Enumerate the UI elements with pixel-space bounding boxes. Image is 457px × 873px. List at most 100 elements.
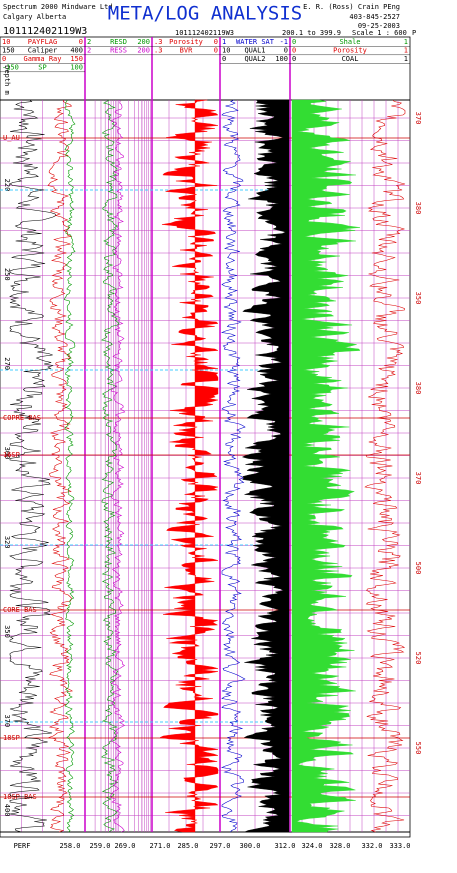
scale-left: 2 xyxy=(87,38,91,46)
porosity xyxy=(159,99,219,833)
right-depth-label: 350 xyxy=(414,292,422,305)
curve-name: BVR xyxy=(180,47,193,55)
marker-label: CORE BAS xyxy=(3,606,37,614)
footer-label: 333.0 xyxy=(389,842,410,850)
scale-left: 0 xyxy=(222,55,226,63)
right-depth-label: 520 xyxy=(414,652,422,665)
sp xyxy=(63,99,76,833)
footer-label: 297.0 xyxy=(209,842,230,850)
frame xyxy=(0,36,411,838)
scale-left: -150 xyxy=(2,64,19,72)
curve-name: WATER SAT xyxy=(236,38,275,46)
scale-left: 0 xyxy=(292,47,296,55)
well-id-center: 101112402119W3 xyxy=(175,29,234,37)
ress xyxy=(110,99,126,833)
caliper xyxy=(47,99,74,833)
date: 09-25-2003 xyxy=(358,22,400,30)
city: Calgary Alberta xyxy=(3,13,66,21)
interval: 200.1 to 399.9 xyxy=(282,29,341,37)
author: E. R. (Ross) Crain PEng xyxy=(303,3,400,11)
curve-name: RESS xyxy=(110,47,127,55)
curve-name: COAL xyxy=(342,55,359,63)
marker-label: 16SP xyxy=(3,451,20,459)
scale-right: 200 xyxy=(137,38,150,46)
depth-label: 220 xyxy=(3,179,11,192)
scale-right: 0 xyxy=(214,47,218,55)
phone: 403-845-2527 xyxy=(349,13,400,21)
scale-right: 100 xyxy=(70,64,83,72)
resd xyxy=(100,99,120,833)
depth-label: 250 xyxy=(3,268,11,281)
depth-label: 300 xyxy=(3,447,11,460)
shale xyxy=(291,99,361,833)
scale-left: .3 xyxy=(154,38,162,46)
scale: Scale 1 : 600 xyxy=(352,29,407,37)
right-depth-label: 500 xyxy=(414,562,422,575)
curve-name: Shale xyxy=(339,38,360,46)
footer-label: 269.0 xyxy=(114,842,135,850)
right-depth-label: 380 xyxy=(414,202,422,215)
curve-name: RESD xyxy=(110,38,127,46)
depth-label: 320 xyxy=(3,536,11,549)
title: META/LOG ANALYSIS xyxy=(108,3,302,25)
depth-label: 400 xyxy=(3,804,11,817)
porosity-line xyxy=(364,99,406,833)
depth-label: 370 xyxy=(3,714,11,727)
curve-name: QUAL1 xyxy=(244,47,265,55)
right-depth-label: 550 xyxy=(414,742,422,755)
footer-label: 285.0 xyxy=(177,842,198,850)
footer-label: 271.0 xyxy=(149,842,170,850)
water-sat xyxy=(220,99,246,833)
scale-left: 0 xyxy=(292,38,296,46)
footer-label: PERF xyxy=(14,842,31,850)
depth-label: 270 xyxy=(3,357,11,370)
flag: P xyxy=(412,29,416,37)
scale-right: 400 xyxy=(70,47,83,55)
scale-right: 0 xyxy=(284,47,288,55)
scale-right: 1 xyxy=(404,47,408,55)
scale-right: 100 xyxy=(275,55,288,63)
scale-left: .3 xyxy=(154,47,162,55)
scale-right: 0 xyxy=(214,38,218,46)
scale-right: 1 xyxy=(404,55,408,63)
scale-left: 0 xyxy=(292,55,296,63)
scale-right: 1 xyxy=(404,38,408,46)
scale-right: 150 xyxy=(70,55,83,63)
scale-left: 10 xyxy=(2,38,10,46)
scale-left: 0 xyxy=(2,55,6,63)
marker-label: U_AU xyxy=(3,134,20,142)
qual xyxy=(241,99,290,833)
right-depth-label: 370 xyxy=(414,112,422,125)
footer-label: 258.0 xyxy=(59,842,80,850)
company: Spectrum 2000 Mindware Ltd xyxy=(3,3,113,11)
footer-label: 332.0 xyxy=(361,842,382,850)
scale-left: 1 xyxy=(222,38,226,46)
depth-label: Depth m xyxy=(3,65,11,95)
well-id: 101112402119W3 xyxy=(3,26,87,37)
curve-name: SP xyxy=(38,64,46,72)
scale-right: 0 xyxy=(79,38,83,46)
footer-label: 312.0 xyxy=(274,842,295,850)
marker-label: 18SP xyxy=(3,734,20,742)
gamma-ray xyxy=(9,99,57,833)
footer-label: 259.0 xyxy=(89,842,110,850)
depth-label: 350 xyxy=(3,625,11,638)
scale-right: -1 xyxy=(280,38,288,46)
curve-name: Porosity xyxy=(333,47,367,55)
right-depth-label: 370 xyxy=(414,472,422,485)
curve-name: Caliper xyxy=(28,47,58,55)
curve-name: Porosity xyxy=(169,38,203,46)
footer-label: 328.0 xyxy=(329,842,350,850)
curve-name: PAYFLAG xyxy=(28,38,58,46)
scale-left: 2 xyxy=(87,47,91,55)
marker-label: COPRE BAS xyxy=(3,414,41,422)
curve-name: QUAL2 xyxy=(244,55,265,63)
scale-left: 10 xyxy=(222,47,230,55)
marker-label: 18SP BAS xyxy=(3,793,37,801)
right-depth-label: 380 xyxy=(414,382,422,395)
curve-name: Gamma Ray xyxy=(24,55,62,63)
scale-right: 200 xyxy=(137,47,150,55)
footer-label: 324.0 xyxy=(301,842,322,850)
scale-left: 150 xyxy=(2,47,15,55)
